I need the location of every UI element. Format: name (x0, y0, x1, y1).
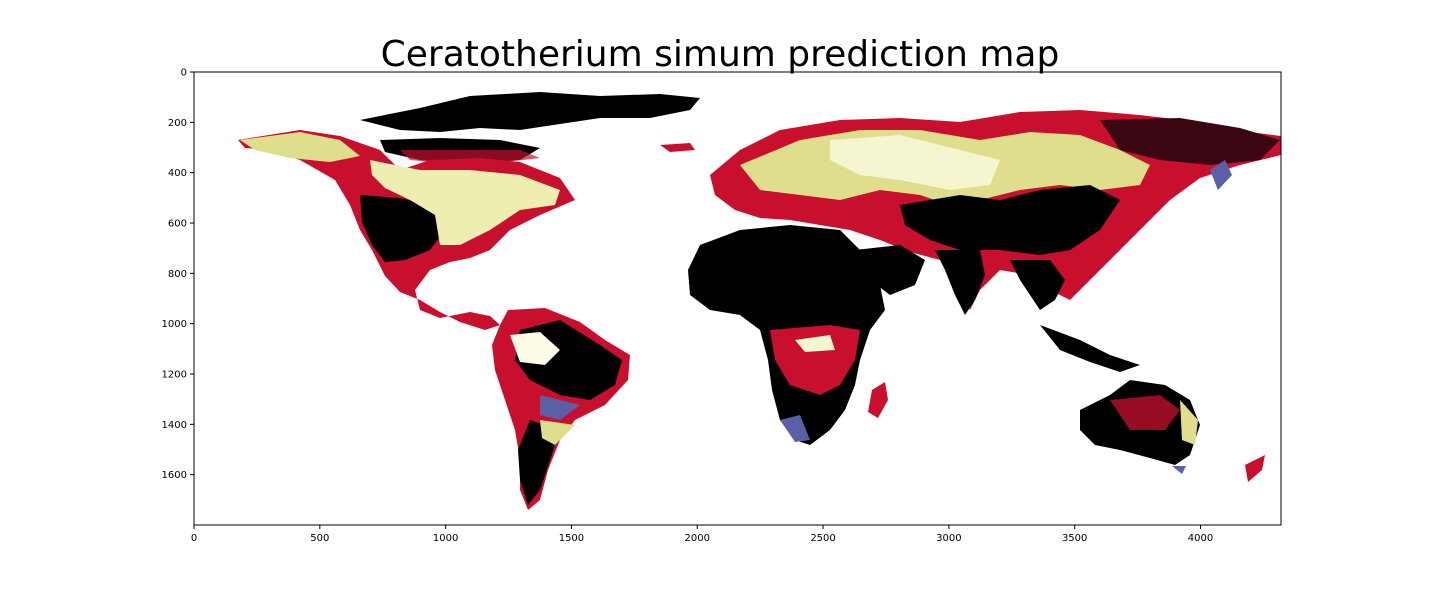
land-eurasia-pale (830, 135, 1000, 190)
y-tick-label: 1000 (162, 319, 187, 330)
land-tasmania (1172, 466, 1186, 474)
x-tick-label: 2000 (685, 533, 710, 544)
land-madagascar (868, 382, 888, 418)
land-sa-yellow (510, 332, 560, 365)
land-japan (1210, 160, 1232, 190)
y-tick-label: 400 (168, 168, 187, 179)
land-africa-blue (780, 415, 810, 442)
map-title: Ceratotherium simum prediction map (380, 34, 1060, 75)
land-australia-yellow (1180, 400, 1198, 445)
land-na-yellow-north (240, 132, 360, 162)
y-axis: 0 200 400 600 800 1000 1200 1400 1600 (162, 68, 194, 481)
y-tick-label: 200 (168, 118, 187, 129)
land-arabia (855, 245, 925, 295)
y-tick-label: 800 (168, 269, 187, 280)
land-indonesia (1040, 325, 1140, 372)
y-tick-label: 1200 (162, 370, 187, 381)
x-tick-label: 4000 (1188, 533, 1213, 544)
x-axis: 0 500 1000 1500 2000 2500 3000 3500 4000 (191, 525, 1213, 544)
land-siberia-dark (1100, 118, 1280, 165)
land-asia-black (900, 185, 1120, 255)
x-tick-label: 1500 (559, 533, 584, 544)
land-new-zealand (1245, 455, 1265, 482)
land-na-yellow (370, 160, 560, 245)
x-tick-label: 1000 (433, 533, 458, 544)
land-arctic-islands (360, 92, 700, 132)
land-africa-yellow (795, 335, 835, 352)
x-tick-label: 3500 (1062, 533, 1087, 544)
x-tick-label: 2500 (810, 533, 835, 544)
y-tick-label: 600 (168, 219, 187, 230)
land-iceland (660, 143, 695, 152)
land-na-black (360, 195, 445, 262)
y-tick-label: 1600 (162, 470, 187, 481)
land-australia-red (1110, 395, 1180, 430)
land-se-asia (1010, 260, 1065, 310)
x-tick-label: 0 (191, 533, 197, 544)
axes-frame (193, 71, 1282, 526)
land-sa-blue (540, 395, 580, 420)
map-raster (238, 92, 1281, 510)
y-tick-label: 1400 (162, 420, 187, 431)
land-india (935, 250, 985, 315)
y-tick-label: 0 (181, 68, 187, 79)
x-tick-label: 3000 (936, 533, 961, 544)
land-sa-south-yellow (540, 420, 575, 445)
x-tick-label: 500 (310, 533, 329, 544)
land-africa-red (770, 325, 860, 395)
